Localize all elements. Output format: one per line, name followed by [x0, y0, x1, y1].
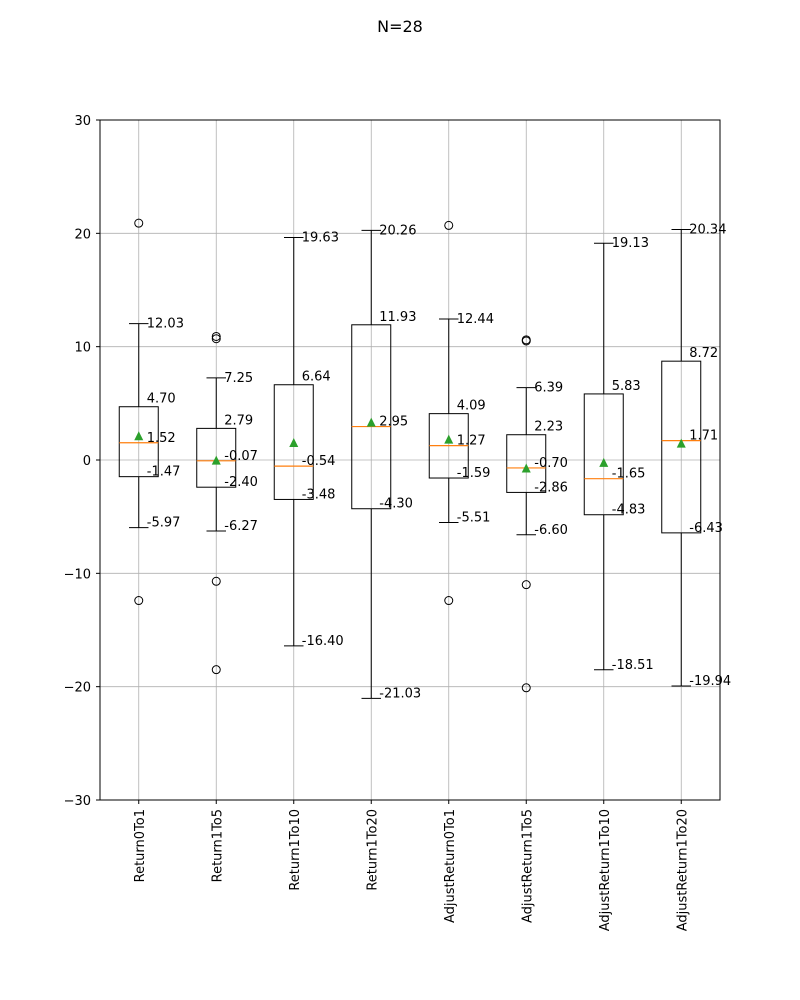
box-iqr	[351, 324, 392, 510]
data-label-whisker-low: -5.51	[457, 510, 491, 525]
data-label-median: -1.65	[612, 467, 646, 482]
data-label-whisker-low: -5.97	[147, 516, 181, 531]
mean-marker	[134, 431, 144, 441]
mean-marker	[521, 463, 531, 473]
data-label-whisker-high: 12.03	[147, 317, 184, 332]
data-label-whisker-low: -18.51	[612, 658, 654, 673]
data-label-whisker-high: 20.26	[379, 223, 416, 238]
data-label-q3: 8.72	[689, 346, 718, 361]
box-iqr	[661, 360, 702, 534]
box-iqr	[583, 393, 624, 516]
data-label-q1: -1.59	[457, 466, 491, 481]
data-label-whisker-high: 7.25	[224, 371, 253, 386]
y-tick-label: −20	[64, 681, 91, 696]
outlier-point	[444, 596, 454, 606]
y-tick-label: 10	[74, 341, 91, 356]
mean-marker	[211, 455, 221, 465]
data-label-q1: -2.40	[224, 475, 258, 490]
data-label-median: 1.52	[147, 431, 176, 446]
data-label-q3: 11.93	[379, 310, 416, 325]
data-label-median: -0.54	[302, 454, 336, 469]
x-tick-label: AdjustReturn1To20	[675, 809, 690, 931]
data-label-q1: -2.86	[534, 480, 568, 495]
data-label-median: 2.95	[379, 415, 408, 430]
data-label-q1: -3.48	[302, 487, 336, 502]
y-tick-label: −10	[64, 567, 91, 582]
data-label-median: -0.70	[534, 456, 568, 471]
outlier-point	[211, 576, 221, 586]
data-label-q1: -4.30	[379, 497, 413, 512]
mean-marker	[289, 438, 299, 447]
data-label-whisker-low: -19.94	[689, 674, 731, 689]
x-tick-label: Return1To5	[210, 809, 225, 882]
data-label-whisker-high: 12.44	[457, 312, 494, 327]
outlier-point	[521, 580, 531, 590]
data-label-median: 1.71	[689, 429, 718, 444]
mean-marker	[676, 438, 686, 448]
data-label-q3: 5.83	[612, 379, 641, 394]
data-label-whisker-low: -16.40	[302, 634, 344, 649]
x-tick-label: Return1To20	[365, 809, 380, 891]
mean-marker	[444, 434, 454, 444]
outlier-point	[211, 331, 221, 341]
data-label-q1: -4.83	[612, 503, 646, 518]
data-label-whisker-low: -21.03	[379, 686, 421, 701]
x-tick-label: Return0To1	[133, 809, 148, 882]
outlier-point	[211, 665, 221, 675]
y-tick-label: 0	[83, 454, 91, 469]
mean-marker	[366, 417, 376, 427]
data-label-median: -0.07	[224, 449, 258, 464]
box-iqr	[118, 406, 159, 478]
data-label-median: 1.27	[457, 434, 486, 449]
y-tick-label: 20	[74, 227, 91, 242]
chart-title: N=28	[377, 17, 423, 36]
data-label-whisker-high: 6.39	[534, 381, 563, 396]
data-label-whisker-high: 19.63	[302, 231, 339, 246]
box-iqr	[273, 384, 314, 500]
outlier-point	[521, 336, 531, 346]
x-tick-label: AdjustReturn0To1	[443, 809, 458, 923]
data-label-whisker-low: -6.60	[534, 523, 568, 538]
x-tick-label: Return1To10	[288, 809, 303, 891]
x-tick-label: AdjustReturn1To10	[598, 809, 613, 931]
data-label-q3: 6.64	[302, 370, 331, 385]
box-iqr	[196, 427, 237, 488]
data-label-q3: 2.23	[534, 420, 563, 435]
data-label-whisker-low: -6.27	[224, 519, 258, 534]
y-tick-label: 30	[74, 114, 91, 129]
x-tick-label: AdjustReturn1To5	[520, 809, 535, 923]
outlier-point	[134, 596, 144, 606]
data-label-whisker-high: 20.34	[689, 222, 726, 237]
box-iqr	[506, 434, 547, 493]
outlier-point	[211, 334, 221, 344]
data-label-q1: -1.47	[147, 465, 181, 480]
data-label-q1: -6.43	[689, 521, 723, 536]
outlier-point	[444, 220, 454, 230]
data-label-q3: 4.09	[457, 399, 486, 414]
mean-marker	[599, 457, 609, 467]
data-label-whisker-high: 19.13	[612, 236, 649, 251]
outlier-point	[521, 683, 531, 693]
y-tick-label: −30	[64, 794, 91, 809]
data-label-q3: 4.70	[147, 392, 176, 407]
outlier-point	[134, 218, 144, 228]
data-label-q3: 2.79	[224, 413, 253, 428]
